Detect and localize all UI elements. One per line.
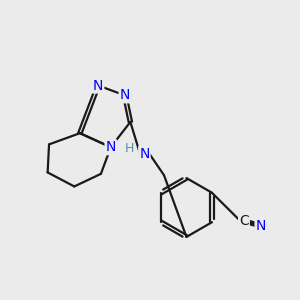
Text: C: C	[239, 214, 249, 228]
Text: N: N	[93, 79, 103, 92]
Text: H: H	[124, 142, 134, 155]
Text: N: N	[256, 219, 266, 233]
Text: N: N	[120, 88, 130, 102]
Text: N: N	[106, 140, 116, 154]
Text: N: N	[139, 147, 150, 160]
